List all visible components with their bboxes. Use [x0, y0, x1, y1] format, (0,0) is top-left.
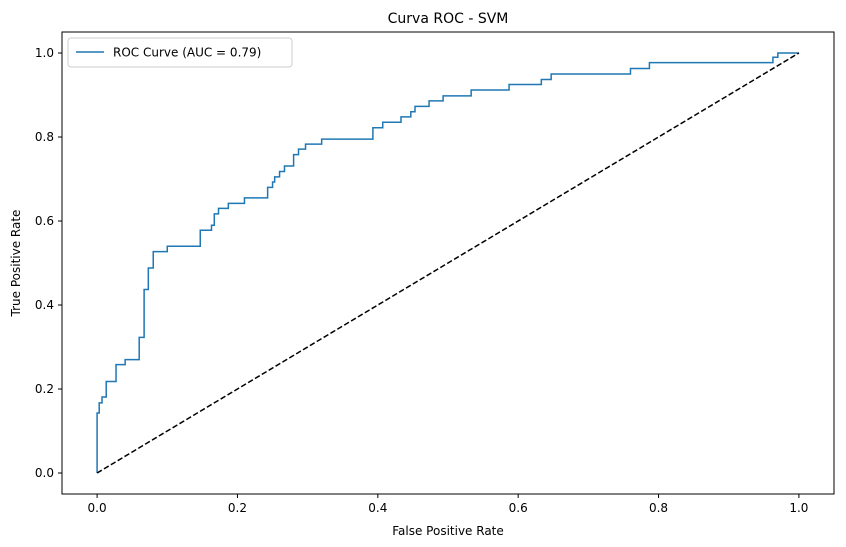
y-tick-label: 0.2	[35, 382, 54, 396]
x-axis-label: False Positive Rate	[392, 524, 504, 538]
axes-frame	[61, 31, 835, 495]
chart-title: Curva ROC - SVM	[388, 11, 509, 27]
y-axis-ticks: 0.0 0.2 0.4 0.6 0.8 1.0	[35, 46, 62, 480]
y-tick-label: 0.8	[35, 130, 54, 144]
x-tick-label: 0.8	[649, 501, 668, 515]
y-axis-label: True Positive Rate	[9, 210, 23, 318]
x-tick-label: 1.0	[789, 501, 808, 515]
diagonal-reference-line	[96, 52, 800, 474]
x-axis-ticks: 0.0 0.2 0.4 0.6 0.8 1.0	[88, 494, 808, 515]
y-tick-label: 0.6	[35, 214, 54, 228]
x-tick-label: 0.4	[368, 501, 387, 515]
y-tick-label: 0.0	[35, 466, 54, 480]
x-tick-label: 0.2	[228, 501, 247, 515]
y-tick-label: 1.0	[35, 46, 54, 60]
legend-label: ROC Curve (AUC = 0.79)	[113, 46, 261, 60]
y-tick-label: 0.4	[35, 298, 54, 312]
roc-curve-line	[96, 52, 799, 473]
x-tick-label: 0.6	[509, 501, 528, 515]
legend-box	[67, 37, 293, 68]
x-tick-label: 0.0	[88, 501, 107, 515]
legend: ROC Curve (AUC = 0.79)	[67, 37, 293, 68]
plot-area	[96, 52, 800, 474]
